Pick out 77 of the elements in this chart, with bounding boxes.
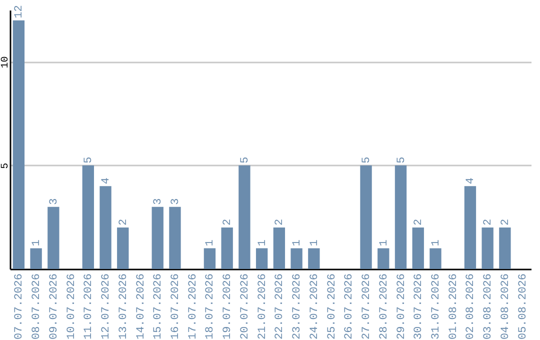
data-label: 12: [14, 5, 26, 18]
data-label: 4: [100, 177, 113, 184]
x-tick-label: 27.07.2026: [361, 274, 374, 340]
data-label: 1: [204, 239, 217, 246]
data-label: 1: [308, 239, 321, 246]
x-tick-label: 31.07.2026: [430, 274, 442, 340]
x-tick-label: 18.07.2026: [204, 274, 217, 340]
bar: [412, 228, 424, 269]
data-label: 5: [396, 156, 408, 164]
x-tick-label: 20.07.2026: [239, 274, 252, 340]
x-tick-label: 21.07.2026: [256, 274, 269, 340]
bar: [238, 165, 250, 269]
data-label: 3: [170, 198, 182, 205]
bar: [499, 228, 511, 269]
data-label: 2: [222, 218, 234, 226]
x-tick-label: 05.08.2026: [517, 274, 530, 340]
x-tick-label: 08.07.2026: [31, 274, 44, 340]
bar: [204, 248, 216, 269]
x-tick-label: 19.07.2026: [222, 274, 234, 340]
x-tick-label: 04.08.2026: [500, 274, 512, 340]
x-tick-label: 24.07.2026: [308, 274, 321, 340]
bar: [152, 206, 164, 269]
bar: [360, 165, 372, 269]
x-tick-label: 15.07.2026: [152, 274, 165, 340]
x-tick-label: 25.07.2026: [326, 274, 338, 340]
x-tick-label: 17.07.2026: [187, 274, 200, 340]
x-tick-label: 22.07.2026: [274, 274, 286, 340]
x-tick-label: 28.07.2026: [378, 274, 390, 340]
x-tick-label: 14.07.2026: [135, 274, 148, 340]
bar: [308, 248, 320, 269]
bar: [464, 186, 476, 269]
data-label: 1: [378, 239, 390, 246]
x-tick-label: 02.08.2026: [465, 274, 478, 340]
data-label: 3: [48, 198, 60, 205]
bar: [169, 206, 181, 269]
bar: [12, 20, 25, 269]
bar: [100, 186, 112, 269]
x-tick-label: 07.07.2026: [14, 274, 26, 340]
x-tick-label: 03.08.2026: [482, 274, 495, 340]
data-label: 2: [500, 218, 512, 226]
bar: [48, 206, 60, 269]
data-label: 1: [31, 239, 44, 246]
bar: [221, 228, 233, 269]
x-tick-label: 30.07.2026: [413, 274, 426, 340]
bar: [117, 228, 129, 269]
data-label: 1: [292, 239, 304, 246]
data-label: 2: [274, 218, 286, 226]
x-tick-label: 01.08.2026: [448, 274, 460, 340]
x-tick-label: 11.07.2026: [83, 274, 96, 340]
bar: [30, 248, 42, 269]
x-tick-label: 29.07.2026: [396, 274, 408, 340]
data-label: 4: [465, 177, 478, 184]
data-label: 2: [482, 218, 495, 226]
bar: [430, 248, 442, 269]
x-tick-label: 13.07.2026: [118, 274, 130, 340]
x-tick-label: 16.07.2026: [170, 274, 182, 340]
x-tick-label: 12.07.2026: [100, 274, 113, 340]
x-tick-label: 26.07.2026: [344, 274, 356, 340]
bar: [273, 228, 286, 269]
bar: [290, 248, 302, 269]
bar: [394, 165, 407, 269]
bar: [82, 165, 94, 269]
bar: [482, 228, 494, 269]
x-tick-label: 09.07.2026: [48, 274, 60, 340]
data-label: 2: [118, 218, 130, 226]
x-tick-label: 23.07.2026: [292, 274, 304, 340]
data-label: 5: [83, 156, 96, 164]
data-label: 3: [152, 198, 165, 205]
data-label: 2: [413, 218, 426, 226]
y-tick-label: 10: [0, 56, 12, 68]
data-label: 5: [361, 156, 374, 164]
x-tick-label: 10.07.2026: [66, 274, 78, 340]
bar: [256, 248, 268, 269]
data-label: 1: [430, 239, 442, 246]
data-label: 1: [256, 239, 269, 246]
data-label: 5: [239, 156, 252, 164]
bar: [378, 248, 390, 269]
